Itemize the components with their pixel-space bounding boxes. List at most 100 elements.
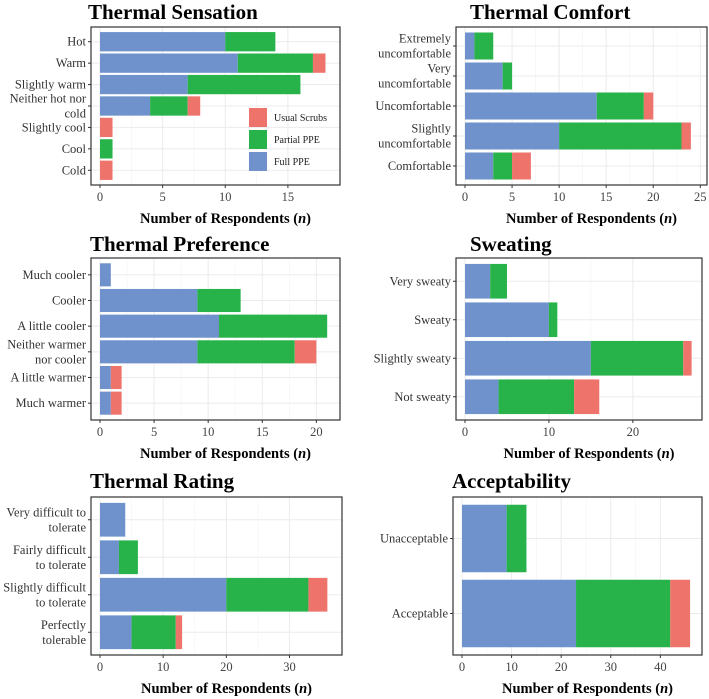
x-tick-label: 0 <box>459 660 465 674</box>
bar-full-ppe <box>465 92 597 120</box>
bar-partial-ppe <box>237 53 313 73</box>
category-label: Fairly difficult to tolerate <box>13 543 87 572</box>
x-tick-label: 0 <box>97 660 103 674</box>
bar-usual-scrubs <box>110 391 122 415</box>
bar-full-ppe <box>100 502 126 537</box>
category-label: Very uncomfortable <box>378 62 452 91</box>
bar-partial-ppe <box>118 540 138 575</box>
x-tick-label: 0 <box>462 190 468 204</box>
category-label: Acceptable <box>392 607 449 621</box>
bar-full-ppe <box>465 302 549 338</box>
bar-full-ppe <box>465 263 491 299</box>
bar-usual-scrubs <box>670 579 691 648</box>
x-tick-label: 5 <box>160 190 166 204</box>
bar-full-ppe <box>100 288 198 313</box>
bar-usual-scrubs <box>175 615 183 650</box>
category-label: Slightly cool <box>22 120 87 134</box>
bar-partial-ppe <box>590 340 684 376</box>
category-label: Slightly sweaty <box>374 351 452 365</box>
category-label: Slightly difficult to tolerate <box>3 580 86 609</box>
bar-usual-scrubs <box>681 122 691 150</box>
bar-partial-ppe <box>506 504 527 573</box>
bar-usual-scrubs <box>100 160 113 180</box>
bar-full-ppe <box>462 504 507 573</box>
bar-partial-ppe <box>187 74 301 95</box>
x-axis-label: Number of Respondents (n) <box>140 211 311 227</box>
bar-full-ppe <box>100 314 219 338</box>
legend-swatch <box>249 108 267 127</box>
bar-partial-ppe <box>502 62 513 90</box>
category-label: Not sweaty <box>394 390 451 404</box>
category-label: Cool <box>62 142 87 156</box>
x-tick-label: 10 <box>157 660 170 674</box>
bar-partial-ppe <box>197 288 241 313</box>
x-tick-label: 0 <box>462 425 468 439</box>
x-tick-label: 10 <box>553 190 566 204</box>
category-label: Comfortable <box>388 159 452 173</box>
bar-partial-ppe <box>493 152 513 180</box>
category-label: Perfectly tolerable <box>41 618 87 647</box>
plot-border <box>455 257 703 421</box>
bar-partial-ppe <box>226 577 309 612</box>
category-label: Slightly warm <box>15 78 86 92</box>
bar-full-ppe <box>462 579 577 648</box>
chart-title: Sweating <box>470 232 552 256</box>
x-tick-label: 5 <box>509 190 515 204</box>
category-label: Cold <box>62 163 87 177</box>
bar-full-ppe <box>465 152 494 180</box>
bar-partial-ppe <box>490 263 507 299</box>
x-tick-label: 0 <box>97 190 103 204</box>
category-label: Cooler <box>52 294 87 308</box>
bar-partial-ppe <box>131 615 176 650</box>
bar-partial-ppe <box>576 579 671 648</box>
bar-full-ppe <box>100 263 111 287</box>
bar-full-ppe <box>465 122 560 150</box>
x-tick-label: 10 <box>505 660 518 674</box>
plot-border <box>452 496 703 656</box>
bar-partial-ppe <box>100 139 113 159</box>
plot-border <box>90 26 341 186</box>
x-tick-label: 20 <box>310 425 323 439</box>
category-label: Extremely uncomfortable <box>378 32 452 61</box>
bar-full-ppe <box>100 74 188 95</box>
chart-panel-2: Thermal Preference Much cooler Cooler A lit… <box>7 232 341 462</box>
category-label: Neither hot nor cold <box>10 92 87 121</box>
category-label: Slightly uncomfortable <box>378 122 452 151</box>
x-tick-label: 0 <box>97 425 103 439</box>
x-tick-label: 20 <box>555 660 568 674</box>
x-tick-label: 5 <box>151 425 157 439</box>
bar-usual-scrubs <box>294 340 317 364</box>
bar-partial-ppe <box>150 96 188 116</box>
x-tick-label: 20 <box>647 190 660 204</box>
bar-full-ppe <box>100 53 238 73</box>
legend-label: Usual Scrubs <box>274 113 327 124</box>
bar-partial-ppe <box>474 32 494 60</box>
bar-partial-ppe <box>225 32 276 52</box>
bar-usual-scrubs <box>308 577 328 612</box>
x-tick-label: 15 <box>600 190 613 204</box>
chart-title: Thermal Sensation <box>88 0 258 24</box>
plot-border <box>90 496 343 656</box>
category-label: Much warmer <box>16 396 87 410</box>
chart-title: Thermal Rating <box>90 469 235 493</box>
bar-full-ppe <box>465 340 591 376</box>
category-label: Warm <box>56 56 87 70</box>
bar-partial-ppe <box>197 340 295 364</box>
category-label: Uncomfortable <box>375 99 451 113</box>
bar-full-ppe <box>465 32 475 60</box>
x-tick-label: 10 <box>202 425 215 439</box>
legend-swatch <box>249 130 267 149</box>
x-tick-label: 30 <box>283 660 296 674</box>
x-tick-label: 40 <box>654 660 667 674</box>
bar-full-ppe <box>100 540 119 575</box>
bar-partial-ppe <box>219 314 328 338</box>
bar-full-ppe <box>100 32 226 52</box>
plot-border <box>90 257 341 421</box>
category-label: Very difficult to tolerate <box>6 505 86 534</box>
category-label: Very sweaty <box>390 274 452 288</box>
legend-swatch <box>249 152 267 171</box>
bar-full-ppe <box>100 340 198 364</box>
category-label: Hot <box>67 35 86 49</box>
